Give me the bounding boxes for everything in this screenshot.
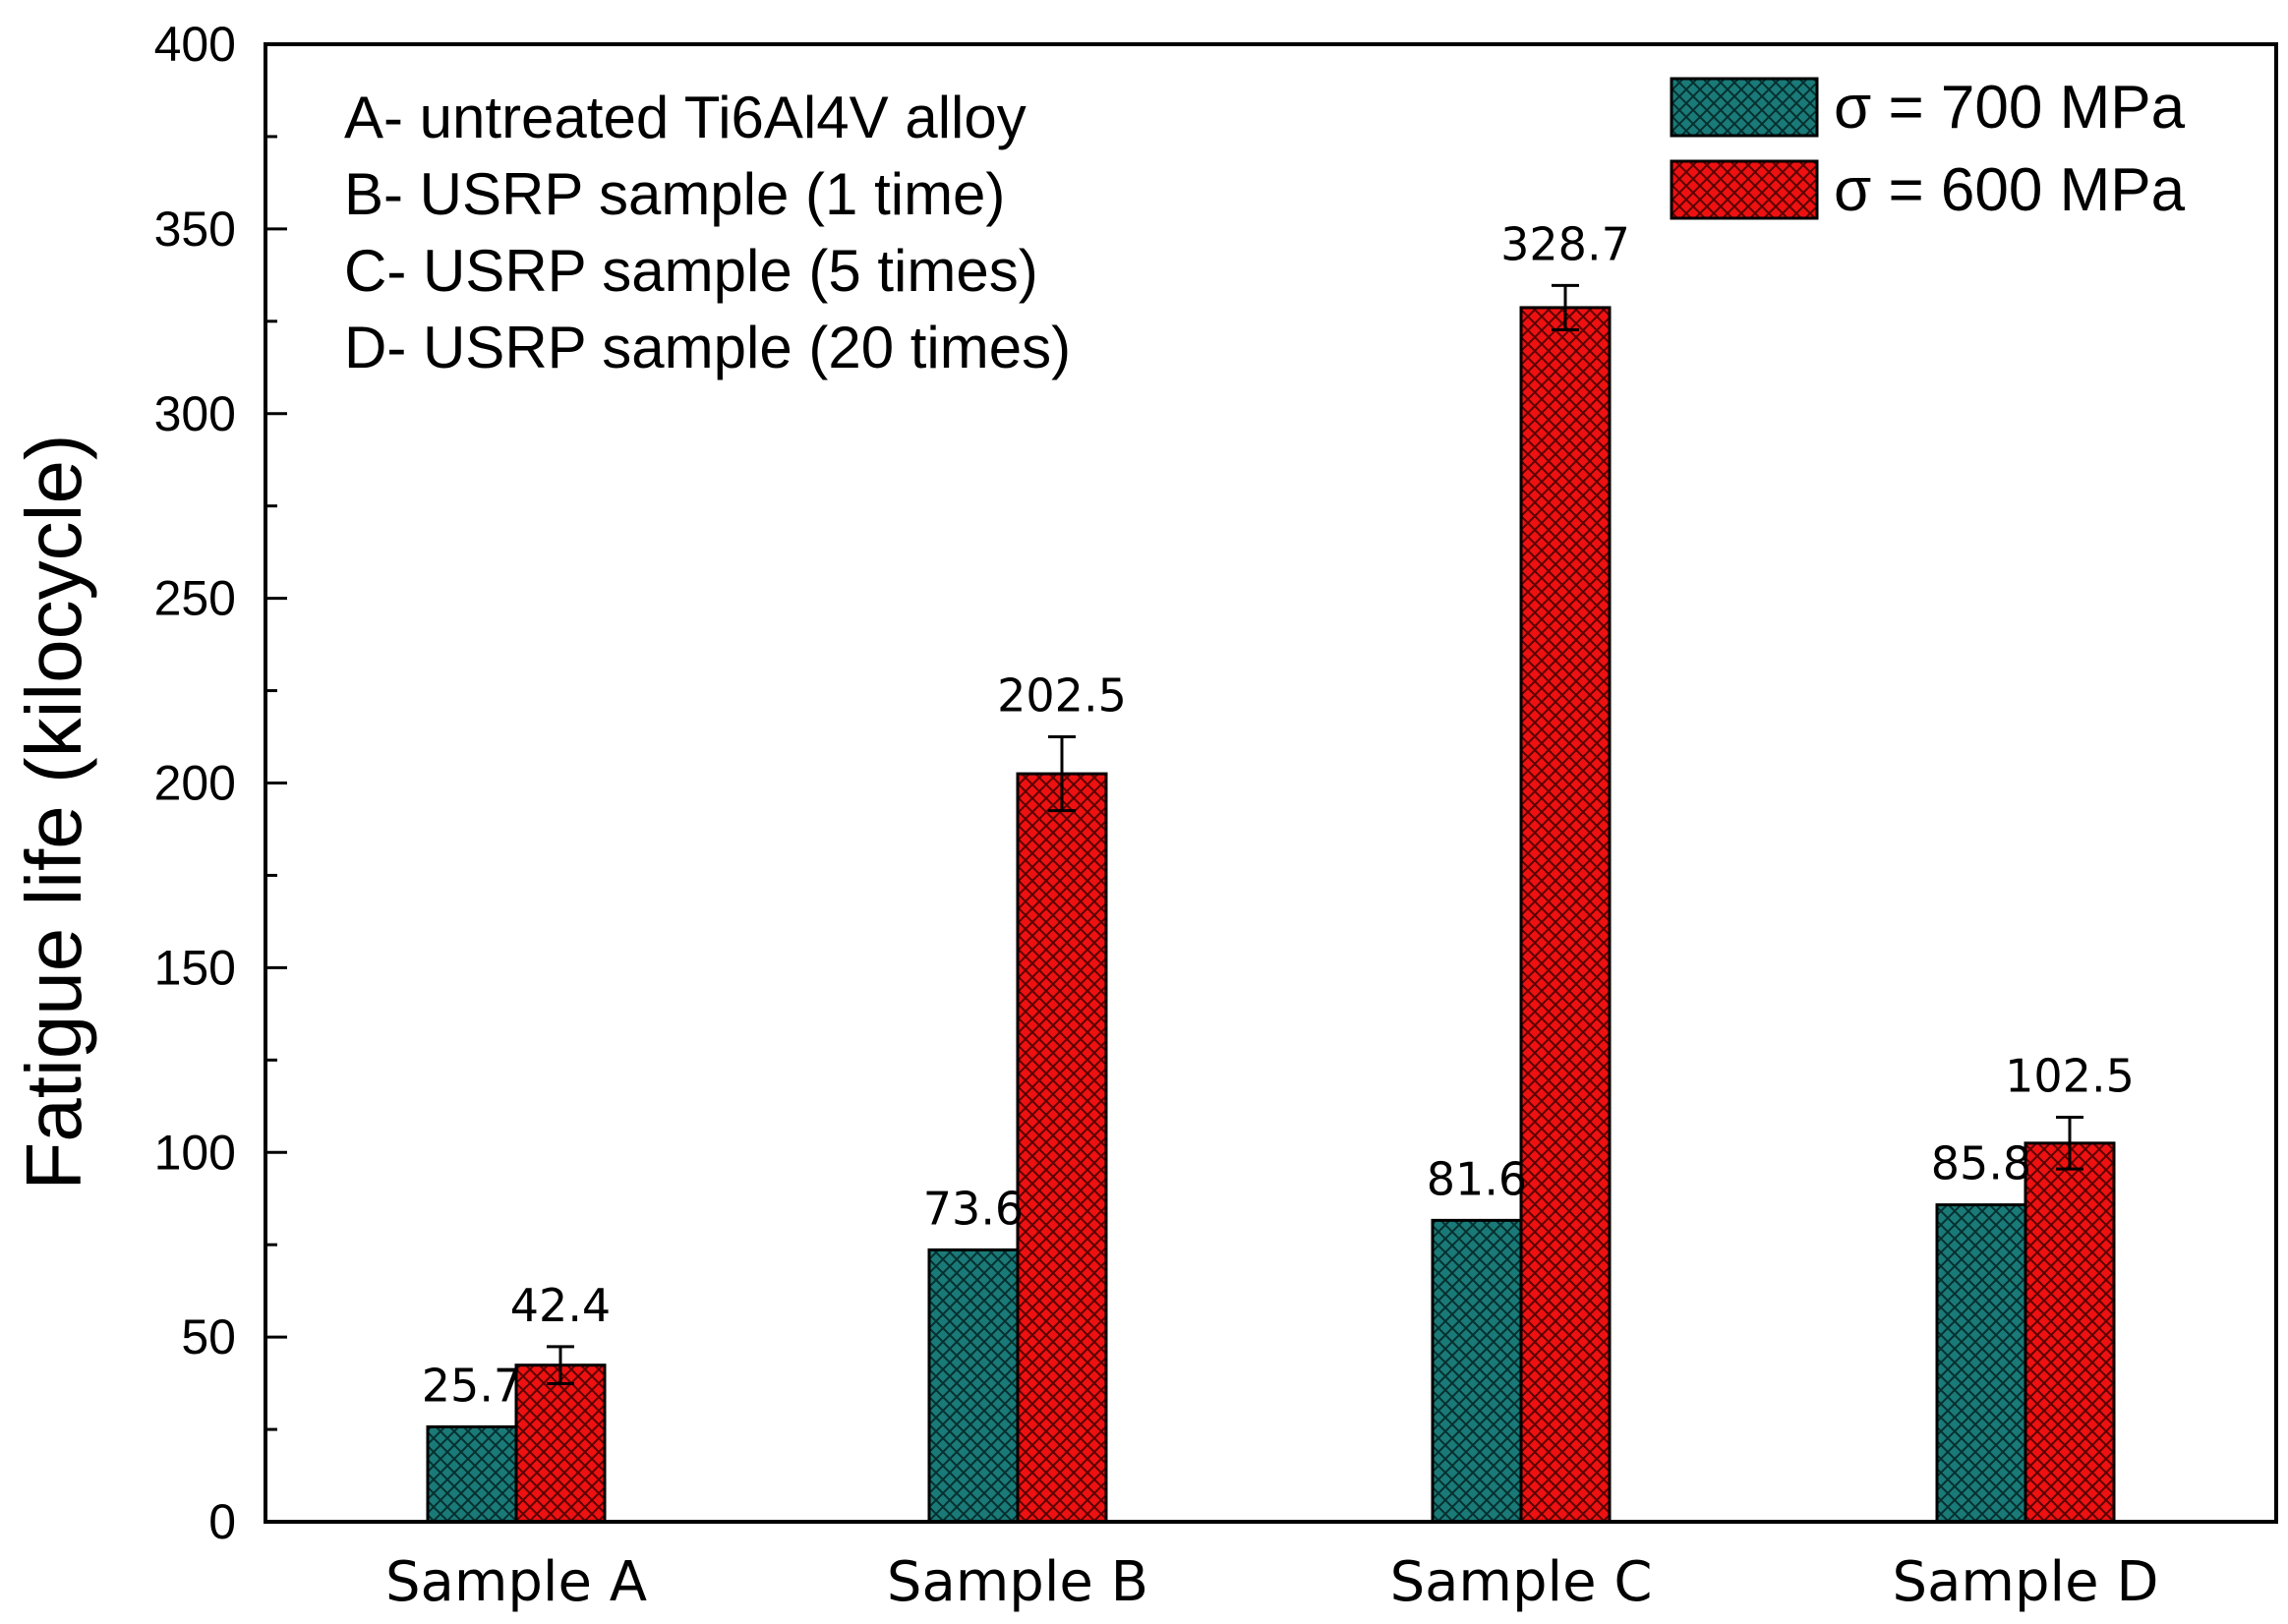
y-tick-label: 0 [208, 1494, 236, 1549]
annotation-list: A- untreated Ti6Al4V alloy B- USRP sample… [344, 85, 1071, 380]
legend-swatch-series-1 [1670, 77, 1819, 138]
y-tick-label: 350 [154, 202, 236, 257]
bar-sample-b-series-1 [927, 1247, 1020, 1524]
annotation-line: A- untreated Ti6Al4V alloy [344, 85, 1027, 150]
y-tick-label: 200 [154, 756, 236, 811]
annotation-line: C- USRP sample (5 times) [344, 238, 1038, 304]
data-label-sample-a-series-1: 25.7 [422, 1359, 522, 1412]
annotation-line: B- USRP sample (1 time) [344, 161, 1005, 227]
bar-sample-b-series-2 [1016, 772, 1108, 1524]
legend-label-series-2: σ = 600 MPa [1834, 156, 2186, 224]
data-label-sample-c-series-2: 328.7 [1500, 217, 1630, 270]
bar-sample-c-series-1 [1431, 1218, 1523, 1524]
y-axis-label: Fatigue life (kilocycle) [10, 434, 97, 1189]
y-tick-label: 150 [154, 940, 236, 995]
bars-layer [426, 283, 2116, 1524]
x-tick-label-sample-c: Sample C [1390, 1550, 1653, 1614]
y-tick-label: 300 [154, 386, 236, 441]
bar-sample-c-series-2 [1519, 306, 1612, 1524]
legend-label-series-1: σ = 700 MPa [1834, 74, 2186, 142]
y-tick-label: 50 [181, 1309, 236, 1364]
legend: σ = 700 MPa σ = 600 MPa [1670, 74, 2186, 224]
legend-swatch-series-2 [1670, 159, 1819, 220]
x-tick-label-sample-b: Sample B [887, 1550, 1148, 1614]
bar-sample-a-series-2 [514, 1363, 607, 1524]
data-label-sample-b-series-1: 73.6 [923, 1182, 1024, 1235]
data-label-sample-d-series-1: 85.8 [1931, 1137, 2031, 1190]
x-tick-label-sample-d: Sample D [1893, 1550, 2159, 1614]
data-label-sample-c-series-1: 81.6 [1427, 1152, 1527, 1205]
bar-sample-a-series-1 [426, 1424, 518, 1524]
annotation-line: D- USRP sample (20 times) [344, 315, 1071, 380]
labels-layer: 25.7 42.4 Sample A 73.6 202.5 Sample B 81.6 328… [154, 17, 2159, 1614]
bar-sample-d-series-2 [2024, 1141, 2116, 1524]
data-label-sample-a-series-2: 42.4 [510, 1279, 611, 1332]
y-tick-label: 100 [154, 1125, 236, 1180]
data-label-sample-d-series-2: 102.5 [2005, 1050, 2135, 1103]
x-tick-label-sample-a: Sample A [385, 1550, 647, 1614]
y-tick-label: 400 [154, 17, 236, 72]
y-tick-label: 250 [154, 571, 236, 626]
data-label-sample-b-series-2: 202.5 [997, 669, 1127, 723]
bar-sample-d-series-1 [1935, 1203, 2027, 1524]
axes-layer [264, 42, 2278, 1524]
